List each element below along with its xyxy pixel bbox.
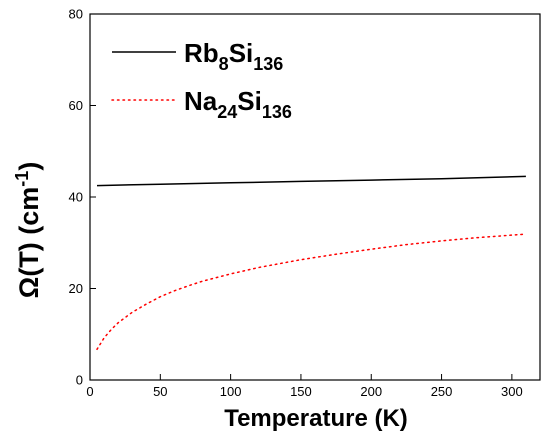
plot-area [89,13,541,381]
legend: Rb8Si136 Na24Si136 [111,38,292,122]
y-axis-title: Ω(T) (cm-1) [12,162,44,299]
legend-entry-rb8si136: Rb8Si136 [112,38,283,74]
y-axis: 0 20 40 60 80 [69,7,96,388]
legend-entry-na24si136: Na24Si136 [111,86,292,122]
x-tick-label: 0 [86,384,93,399]
x-tick-label: 300 [501,384,523,399]
x-tick-label: 250 [431,384,453,399]
legend-label-rb8si136: Rb8Si136 [184,38,283,74]
y-axis-title-exponent: -1 [12,171,32,187]
y-tick-label: 60 [69,98,83,113]
legend-label-na24si136: Na24Si136 [184,86,292,122]
x-axis: 0 50 100 150 200 250 300 [86,374,523,399]
series-layer [96,175,527,351]
x-tick-label: 150 [290,384,312,399]
y-tick-label: 0 [76,373,83,388]
x-tick-label: 200 [360,384,382,399]
plot-frame [89,13,541,381]
y-axis-title-close: ) [14,162,44,171]
y-axis-title-main: Ω(T) (cm [14,187,44,299]
x-axis-title: Temperature (K) [224,405,408,432]
series-line-na24si136 [96,233,527,351]
x-tick-label: 50 [153,384,167,399]
series-line-rb8si136 [96,175,526,187]
y-tick-label: 20 [69,281,83,296]
y-tick-label: 80 [69,7,83,22]
x-tick-label: 100 [220,384,242,399]
y-tick-label: 40 [69,190,83,205]
